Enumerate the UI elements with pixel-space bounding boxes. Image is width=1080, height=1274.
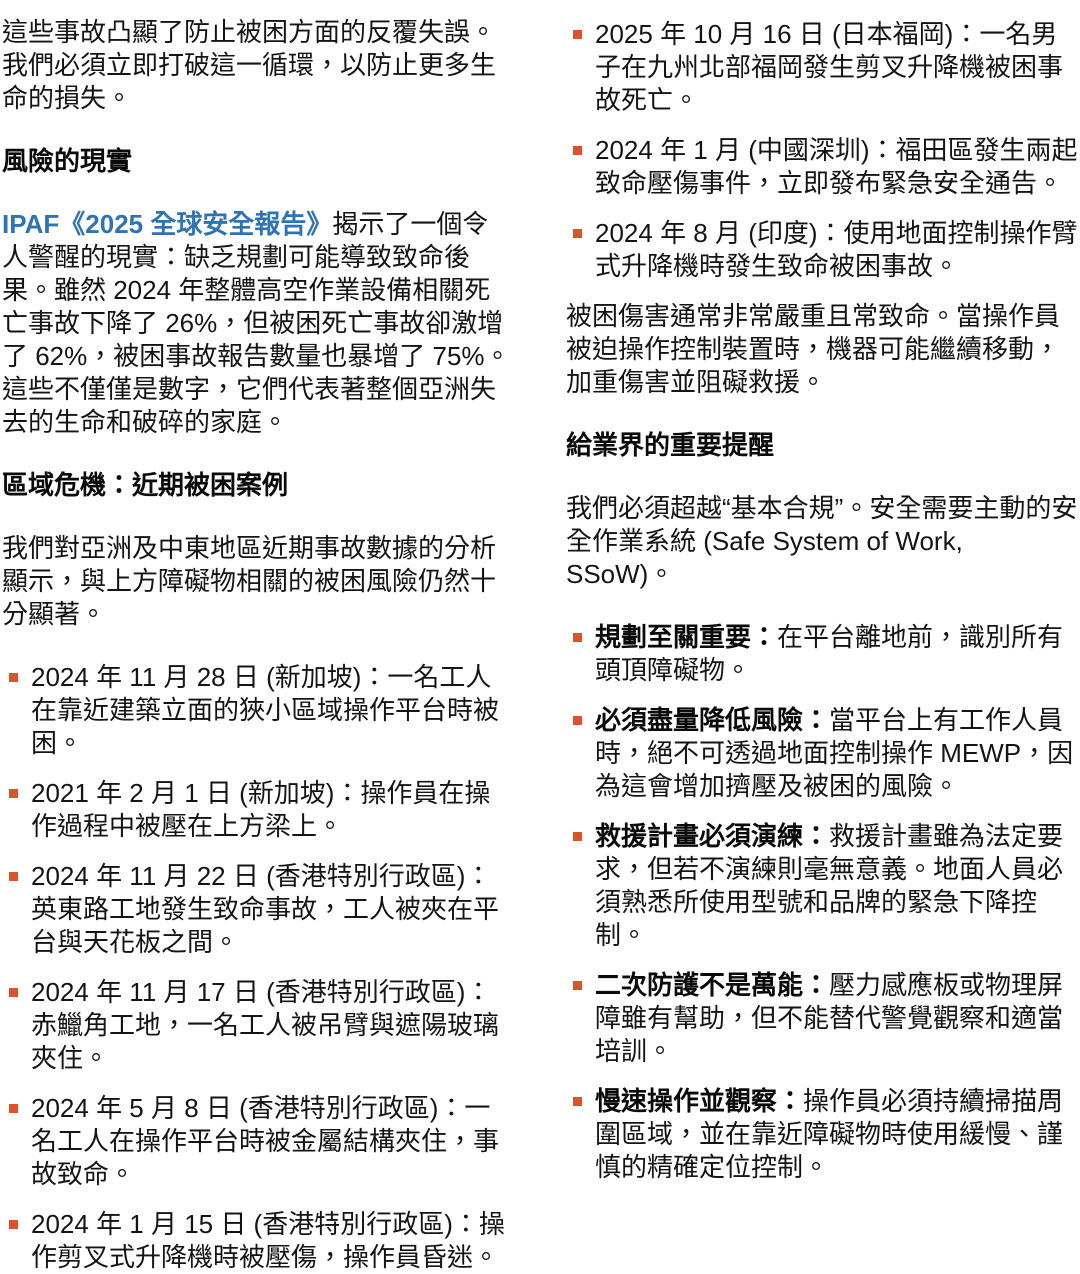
case-item: 2024 年 1 月 15 日 (香港特別行政區)：操作剪叉式升降機時被壓傷，操…	[2, 1208, 514, 1274]
case-item: 2024 年 8 月 (印度)：使用地面控制操作臂式升降機時發生致命被困事故。	[566, 217, 1078, 283]
case-text: 2024 年 8 月 (印度)：使用地面控制操作臂式升降機時發生致命被困事故。	[595, 218, 1078, 281]
regional-case-list: 2024 年 11 月 28 日 (新加坡)：一名工人在靠近建築立面的狹小區域操…	[2, 661, 514, 1274]
bullet-square-icon	[573, 716, 582, 725]
reminder-item: 規劃至關重要：在平台離地前，識別所有頭頂障礙物。	[566, 621, 1078, 687]
case-text: 2024 年 11 月 28 日 (新加坡)：一名工人在靠近建築立面的狹小區域操…	[31, 662, 500, 758]
bullet-square-icon	[573, 229, 582, 238]
case-item: 2021 年 2 月 1 日 (新加坡)：操作員在操作過程中被壓在上方梁上。	[2, 777, 514, 843]
case-text: 2021 年 2 月 1 日 (新加坡)：操作員在操作過程中被壓在上方梁上。	[31, 778, 491, 841]
reminder-text: 必須盡量降低風險：當平台上有工作人員時，絕不可透過地面控制操作 MEWP，因為這…	[595, 704, 1078, 803]
reminder-text: 規劃至關重要：在平台離地前，識別所有頭頂障礙物。	[595, 621, 1078, 687]
reminder-lead: 二次防護不是萬能：	[595, 970, 830, 1000]
case-item: 2025 年 10 月 16 日 (日本福岡)：一名男子在九州北部福岡發生剪叉升…	[566, 18, 1078, 117]
case-text: 2024 年 11 月 17 日 (香港特別行政區)：赤鱲角工地，一名工人被吊臂…	[31, 977, 500, 1073]
reminder-item: 二次防護不是萬能：壓力感應板或物理屏障雖有幫助，但不能替代警覺觀察和適當培訓。	[566, 969, 1078, 1068]
bullet-square-icon	[573, 832, 582, 841]
bullet-square-icon	[9, 872, 18, 881]
column-gap	[514, 16, 566, 1190]
reminder-body: 壓力感應板或物理屏障雖有幫助，但不能替代警覺觀察和適當培訓。	[595, 970, 1064, 1066]
reminder-section-heading: 給業界的重要提醒	[566, 430, 775, 460]
reminder-body: 操作員必須持續掃描周圍區域，並在靠近障礙物時使用緩慢、謹慎的精確定位控制。	[595, 1086, 1064, 1182]
risk-section-body: 揭示了一個令人警醒的現實：缺乏規劃可能導致致命後果。雖然 2024 年整體高空作…	[2, 209, 511, 437]
regional-section-heading: 區域危機：近期被困案例	[2, 470, 289, 500]
reminder-item: 救援計畫必須演練：救援計畫雖為法定要求，但若不演練則毫無意義。地面人員必須熟悉所…	[566, 820, 1078, 952]
reminder-list: 規劃至關重要：在平台離地前，識別所有頭頂障礙物。 必須盡量降低風險：當平台上有工…	[566, 621, 1078, 1184]
case-item: 2024 年 1 月 (中國深圳)：福田區發生兩起致命壓傷事件，立即發布緊急安全…	[566, 134, 1078, 200]
reminder-body: 在平台離地前，識別所有頭頂障礙物。	[595, 622, 1064, 685]
case-item: 2024 年 11 月 28 日 (新加坡)：一名工人在靠近建築立面的狹小區域操…	[2, 661, 514, 760]
regional-case-list-continued: 2025 年 10 月 16 日 (日本福岡)：一名男子在九州北部福岡發生剪叉升…	[566, 18, 1078, 283]
bullet-square-icon	[573, 30, 582, 39]
bullet-square-icon	[9, 988, 18, 997]
left-column: 這些事故凸顯了防止被困方面的反覆失誤。我們必須立即打破這一循環，以防止更多生命的…	[2, 16, 514, 1272]
case-item: 2024 年 11 月 17 日 (香港特別行政區)：赤鱲角工地，一名工人被吊臂…	[2, 976, 514, 1075]
reminder-body: 當平台上有工作人員時，絕不可透過地面控制操作 MEWP，因為這會增加擠壓及被困的…	[595, 705, 1074, 801]
reminder-lead: 救援計畫必須演練：	[595, 821, 830, 851]
severity-note-paragraph: 被困傷害通常非常嚴重且常致命。當操作員被迫操作控制裝置時，機器可能繼續移動，加重…	[566, 301, 1061, 397]
case-text: 2024 年 1 月 (中國深圳)：福田區發生兩起致命壓傷事件，立即發布緊急安全…	[595, 135, 1078, 198]
case-text: 2024 年 11 月 22 日 (香港特別行政區)：英東路工地發生致命事故，工…	[31, 861, 500, 957]
bullet-square-icon	[9, 1220, 18, 1229]
bullet-square-icon	[9, 673, 18, 682]
reminder-item: 必須盡量降低風險：當平台上有工作人員時，絕不可透過地面控制操作 MEWP，因為這…	[566, 704, 1078, 803]
case-item: 2024 年 11 月 22 日 (香港特別行政區)：英東路工地發生致命事故，工…	[2, 860, 514, 959]
reminder-section-intro: 我們必須超越“基本合規”。安全需要主動的安全作業系統 (Safe System …	[566, 493, 1078, 589]
safety-report-link[interactable]: IPAF《2025 全球安全報告》	[2, 209, 333, 239]
article-page: 這些事故凸顯了防止被困方面的反覆失誤。我們必須立即打破這一循環，以防止更多生命的…	[2, 16, 1078, 1272]
risk-section-heading: 風險的現實	[2, 146, 133, 176]
case-text: 2025 年 10 月 16 日 (日本福岡)：一名男子在九州北部福岡發生剪叉升…	[595, 19, 1064, 115]
reminder-item: 慢速操作並觀察：操作員必須持續掃描周圍區域，並在靠近障礙物時使用緩慢、謹慎的精確…	[566, 1085, 1078, 1184]
reminder-lead: 必須盡量降低風險：	[595, 705, 830, 735]
case-item: 2024 年 5 月 8 日 (香港特別行政區)：一名工人在操作平台時被金屬結構…	[2, 1092, 514, 1191]
bullet-square-icon	[573, 1097, 582, 1106]
reminder-lead: 規劃至關重要：	[595, 622, 778, 652]
regional-section-intro: 我們對亞洲及中東地區近期事故數據的分析顯示，與上方障礙物相關的被困風險仍然十分顯…	[2, 533, 497, 629]
intro-paragraph: 這些事故凸顯了防止被困方面的反覆失誤。我們必須立即打破這一循環，以防止更多生命的…	[2, 17, 497, 113]
right-column: 2025 年 10 月 16 日 (日本福岡)：一名男子在九州北部福岡發生剪叉升…	[566, 16, 1078, 1190]
bullet-square-icon	[573, 981, 582, 990]
case-text: 2024 年 5 月 8 日 (香港特別行政區)：一名工人在操作平台時被金屬結構…	[31, 1093, 500, 1189]
reminder-text: 二次防護不是萬能：壓力感應板或物理屏障雖有幫助，但不能替代警覺觀察和適當培訓。	[595, 969, 1078, 1068]
reminder-text: 救援計畫必須演練：救援計畫雖為法定要求，但若不演練則毫無意義。地面人員必須熟悉所…	[595, 820, 1078, 952]
bullet-square-icon	[573, 633, 582, 642]
bullet-square-icon	[9, 789, 18, 798]
bullet-square-icon	[9, 1104, 18, 1113]
risk-section-paragraph: IPAF《2025 全球安全報告》揭示了一個令人警醒的現實：缺乏規劃可能導致致命…	[2, 208, 514, 439]
case-text: 2024 年 1 月 15 日 (香港特別行政區)：操作剪叉式升降機時被壓傷，操…	[31, 1209, 505, 1272]
reminder-text: 慢速操作並觀察：操作員必須持續掃描周圍區域，並在靠近障礙物時使用緩慢、謹慎的精確…	[595, 1085, 1078, 1184]
bullet-square-icon	[573, 146, 582, 155]
reminder-lead: 慢速操作並觀察：	[595, 1086, 804, 1116]
reminder-body: 救援計畫雖為法定要求，但若不演練則毫無意義。地面人員必須熟悉所使用型號和品牌的緊…	[595, 821, 1064, 950]
